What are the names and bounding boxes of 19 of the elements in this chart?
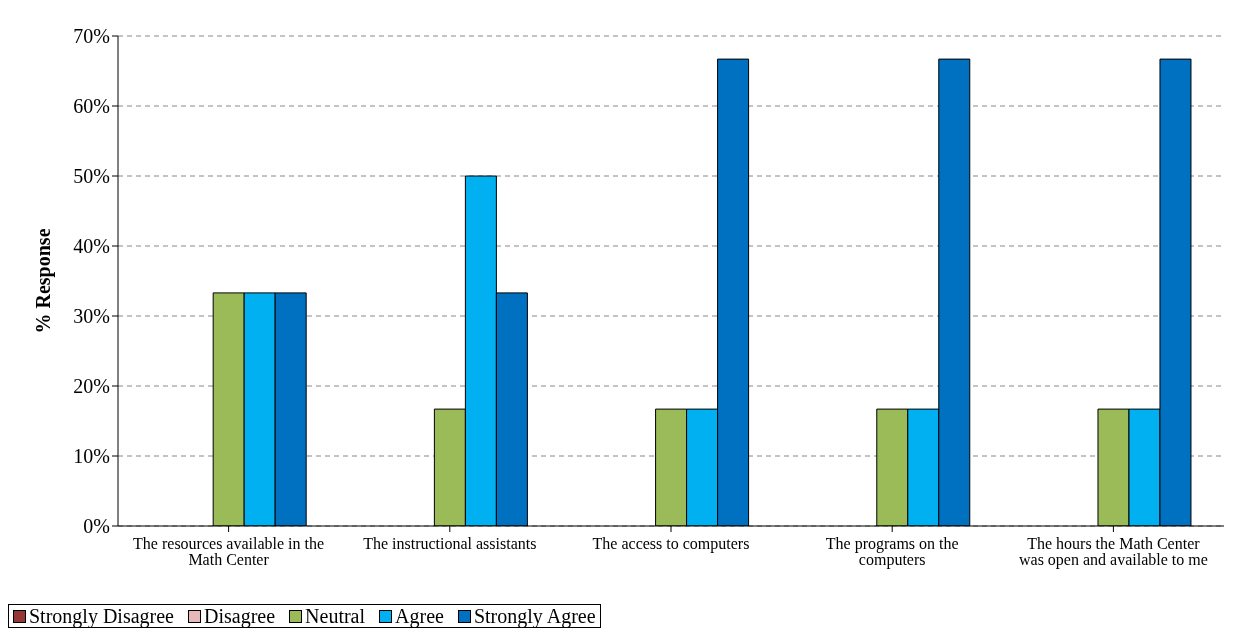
y-tick-label: 60% bbox=[73, 95, 110, 118]
y-tick-label: 40% bbox=[73, 235, 110, 258]
x-tick-label: The resources available in the Math Center bbox=[133, 535, 325, 569]
legend-label: Strongly Disagree bbox=[28, 605, 174, 627]
y-tick-label: 70% bbox=[73, 25, 110, 48]
y-tick-label: 30% bbox=[73, 305, 110, 328]
y-tick-label: 50% bbox=[73, 165, 110, 188]
x-tick-label: The hours the Math Center was open and available to me bbox=[1018, 535, 1208, 570]
x-tick-label: The instructional assistants bbox=[363, 535, 537, 553]
x-tick-label: The programs on the computers bbox=[825, 535, 959, 570]
legend-label: Disagree bbox=[203, 605, 276, 627]
y-tick-label: 0% bbox=[83, 515, 110, 538]
y-tick-label: 20% bbox=[73, 375, 110, 398]
legend-label: Strongly Agree bbox=[472, 605, 596, 627]
legend-label: Neutral bbox=[304, 605, 366, 627]
y-tick-label: 10% bbox=[73, 445, 110, 468]
y-axis-title: % Response bbox=[32, 228, 56, 334]
x-tick-label: The access to computers bbox=[592, 535, 750, 554]
legend-label: Agree bbox=[394, 605, 444, 627]
